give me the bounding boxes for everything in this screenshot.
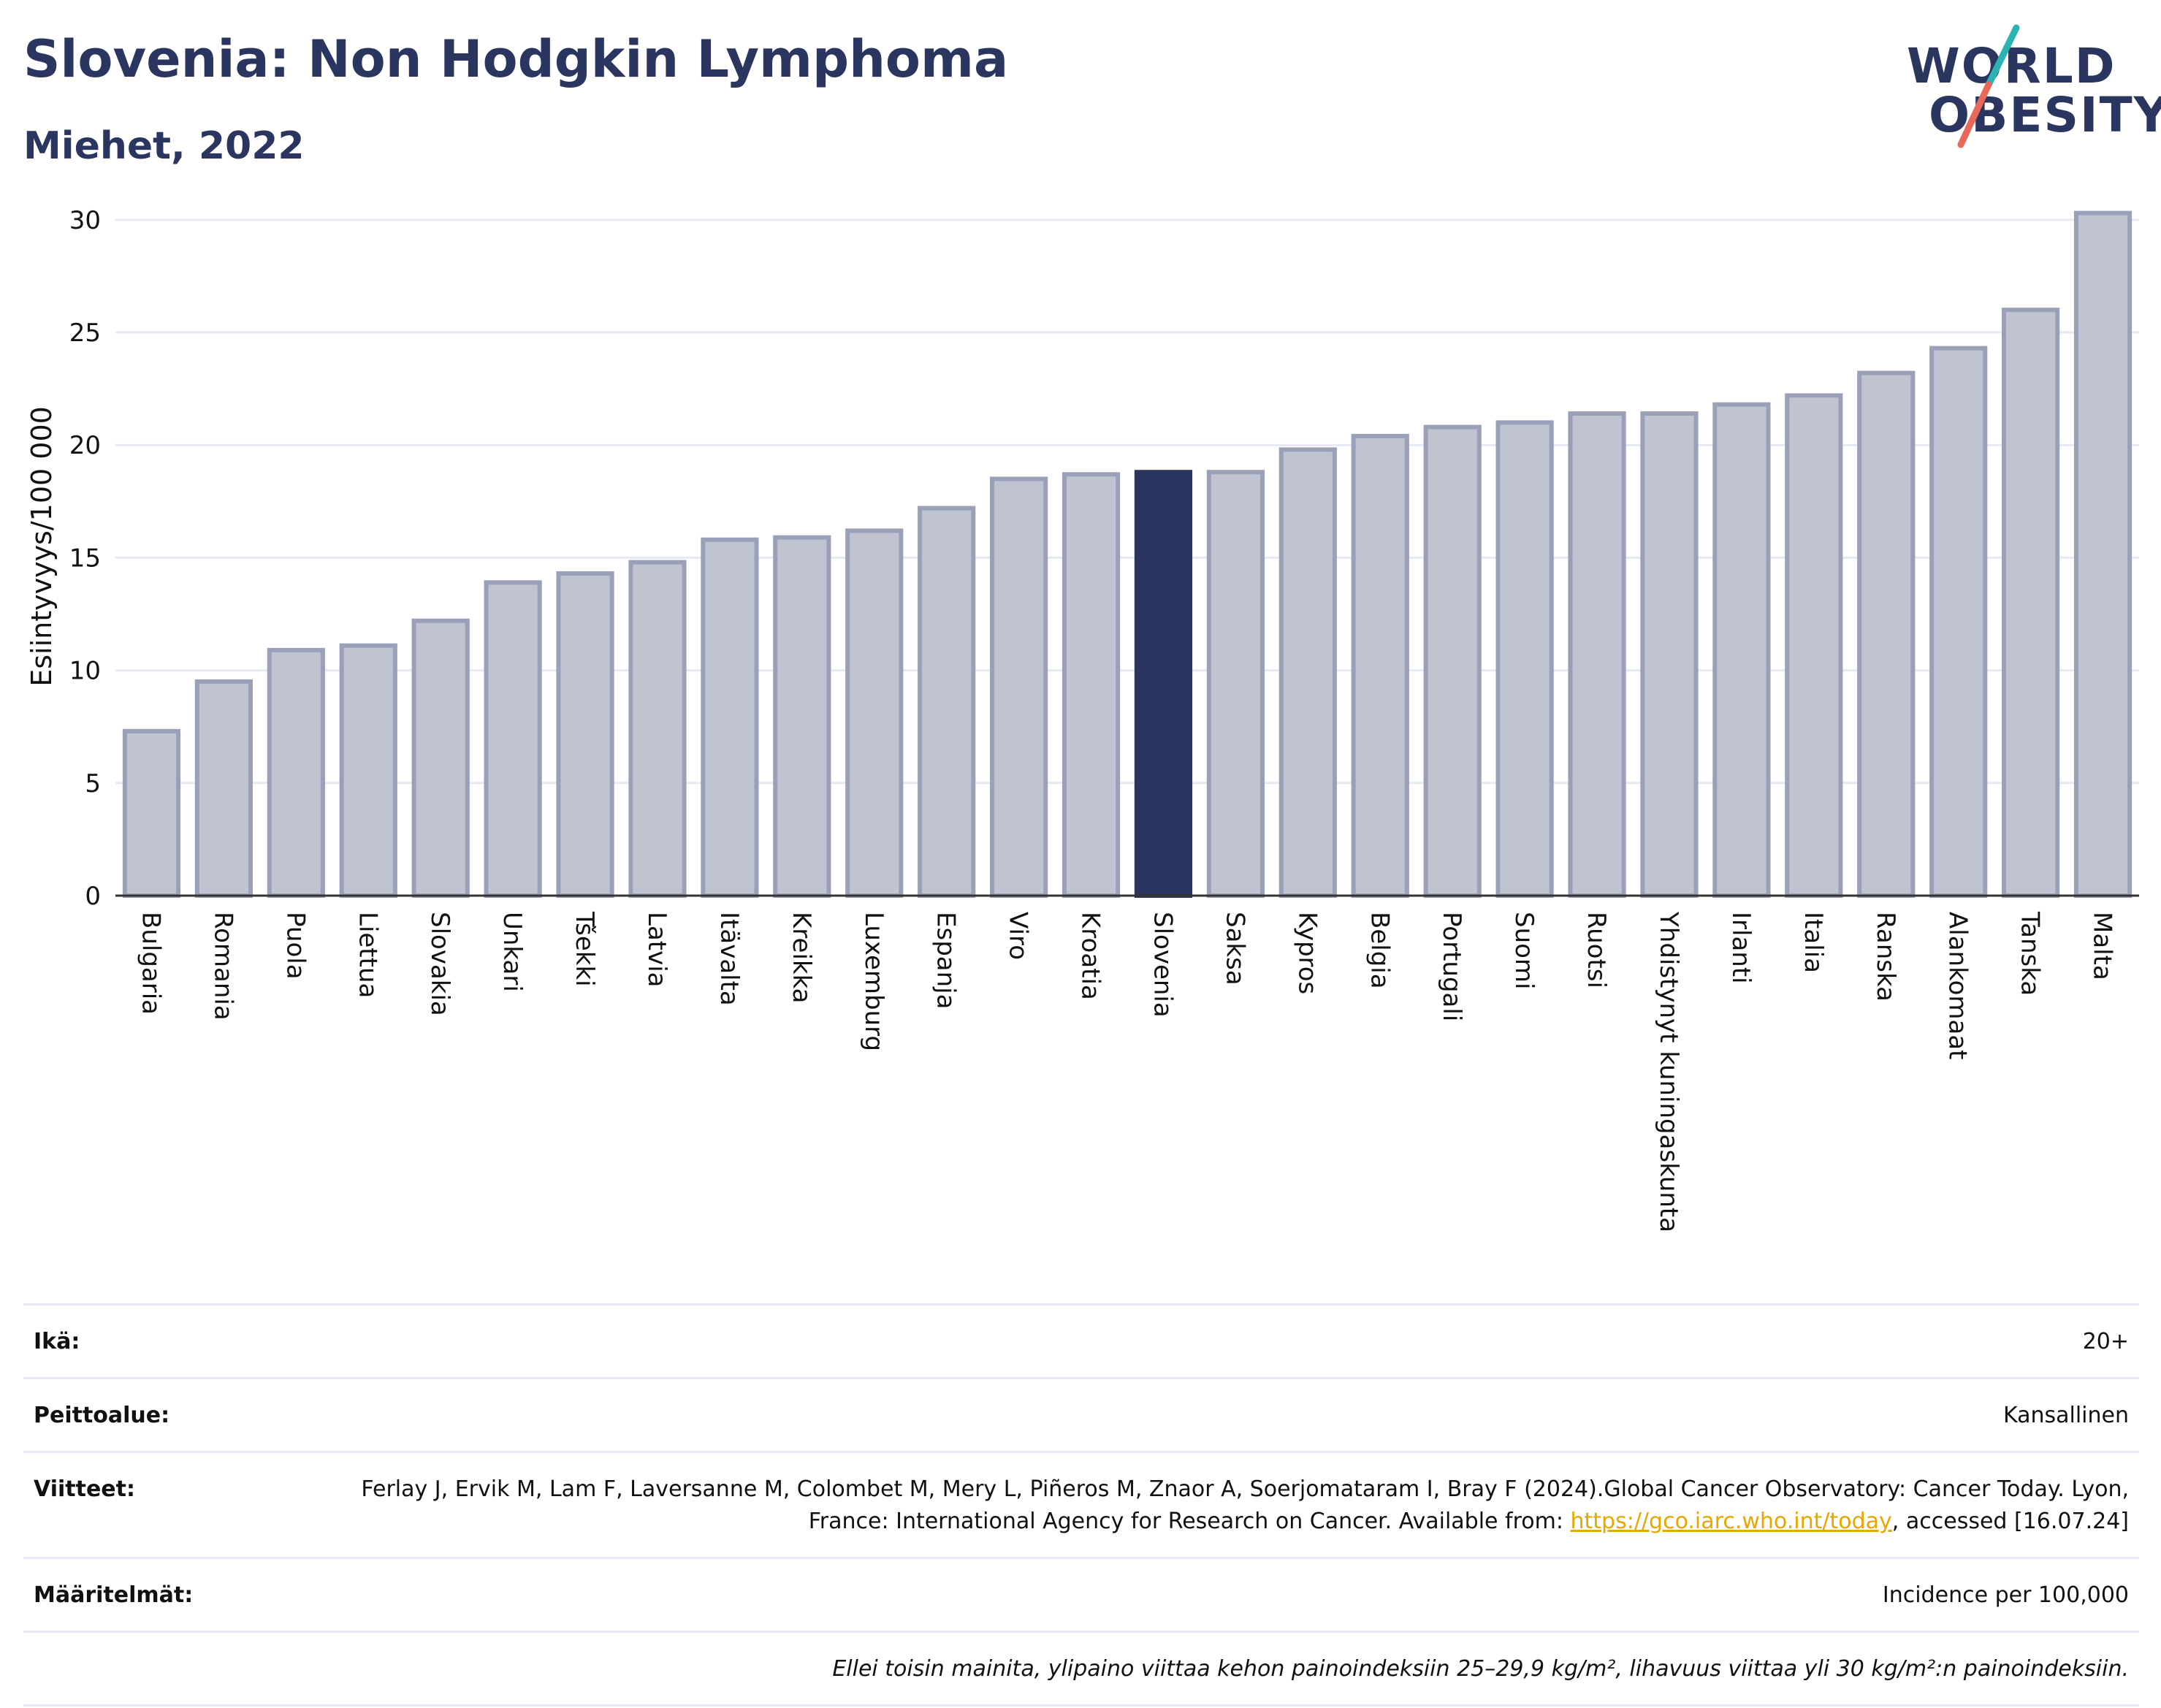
bar-Romania bbox=[194, 679, 253, 899]
x-tick-label: Ranska bbox=[1871, 912, 1900, 1002]
bar-Belgia bbox=[1351, 433, 1409, 898]
bar-Kypros bbox=[1278, 447, 1337, 898]
references-accessed: , accessed [16.07.24] bbox=[1891, 1509, 2129, 1534]
bar-Luxemburg bbox=[845, 528, 904, 898]
footnote: Ellei toisin mainita, ylipaino viittaa k… bbox=[832, 1656, 2129, 1682]
age-value: 20+ bbox=[2082, 1329, 2129, 1354]
x-tick-label: Viro bbox=[1004, 912, 1033, 960]
definitions-value: Incidence per 100,000 bbox=[1882, 1582, 2129, 1608]
info-row-note: Ellei toisin mainita, ylipaino viittaa k… bbox=[23, 1631, 2139, 1707]
x-tick-label: Slovakia bbox=[425, 912, 454, 1016]
bar-Ruotsi bbox=[1568, 411, 1626, 898]
bar-Suomi bbox=[1495, 420, 1554, 898]
bar-Slovenia bbox=[1134, 470, 1193, 899]
info-table: Ikä: 20+ Peittoalue: Kansallinen Viittee… bbox=[23, 1303, 2139, 1707]
bar-Latvia bbox=[628, 560, 687, 898]
x-tick-label: Puola bbox=[281, 912, 310, 980]
y-tick-label: 30 bbox=[69, 206, 101, 235]
coverage-value: Kansallinen bbox=[2002, 1403, 2129, 1428]
x-tick-label: Itävalta bbox=[714, 912, 744, 1006]
bar-Irlanti bbox=[1712, 402, 1771, 898]
info-row-definitions: Määritelmät: Incidence per 100,000 bbox=[23, 1557, 2139, 1631]
x-tick-label: Alankomaat bbox=[1943, 912, 1973, 1060]
logo-line-1: WORLD bbox=[1907, 38, 2116, 94]
bar-Espanja bbox=[918, 506, 976, 898]
bar-Kreikka bbox=[773, 535, 831, 898]
x-tick-label: Romania bbox=[208, 912, 237, 1021]
info-row-age: Ikä: 20+ bbox=[23, 1303, 2139, 1377]
bar-Tanska bbox=[2002, 308, 2060, 898]
info-row-coverage: Peittoalue: Kansallinen bbox=[23, 1377, 2139, 1451]
bar-Yhdistynyt kuningaskunta bbox=[1640, 411, 1699, 898]
x-tick-label: Yhdistynyt kuningaskunta bbox=[1654, 911, 1683, 1232]
bar-chart: 0 5 10 15 20 25 30 Esiintyvyys/100 000 Bulgaria R… bbox=[26, 206, 2139, 1232]
x-tick-label: Unkari bbox=[498, 912, 527, 992]
x-tick-label: Suomi bbox=[1509, 912, 1539, 990]
x-tick-label: Slovenia bbox=[1148, 912, 1177, 1018]
x-tick-label: Italia bbox=[1799, 912, 1828, 973]
x-tick-label: Kypros bbox=[1292, 912, 1322, 994]
bar-Puola bbox=[267, 647, 325, 899]
y-axis-label: Esiintyvyys/100 000 bbox=[26, 406, 58, 687]
world-obesity-logo: WORLD OBESITY bbox=[1907, 22, 2161, 153]
info-row-references: Viitteet: Ferlay J, Ervik M, Lam F, Lave… bbox=[23, 1451, 2139, 1557]
y-tick-label: 25 bbox=[69, 319, 101, 348]
y-tick-label: 20 bbox=[69, 431, 101, 460]
references-text: Ferlay J, Ervik M, Lam F, Laversanne M, … bbox=[361, 1476, 2129, 1534]
x-tick-label: Kroatia bbox=[1076, 912, 1105, 1000]
bar-Itävalta bbox=[701, 537, 759, 898]
x-tick-label: Portugali bbox=[1437, 912, 1466, 1021]
bar-Ranska bbox=[1857, 370, 1916, 898]
bar-Italia bbox=[1785, 393, 1843, 899]
bar-Viro bbox=[990, 476, 1048, 898]
y-tick-label: 15 bbox=[69, 544, 101, 573]
x-tick-label: Saksa bbox=[1220, 912, 1249, 985]
x-tick-label: Ruotsi bbox=[1582, 912, 1611, 988]
x-tick-label: Belgia bbox=[1365, 912, 1394, 989]
x-tick-label: Bulgaria bbox=[136, 912, 165, 1015]
chart-title: Slovenia: Non Hodgkin Lymphoma bbox=[23, 29, 1009, 89]
chart-subtitle: Miehet, 2022 bbox=[23, 124, 305, 168]
x-tick-label: Tanska bbox=[2016, 911, 2045, 996]
bar-Saksa bbox=[1206, 470, 1265, 899]
coverage-label: Peittoalue: bbox=[34, 1403, 170, 1428]
references-link[interactable]: https://gco.iarc.who.int/today bbox=[1570, 1509, 1892, 1534]
bar-Malta bbox=[2073, 210, 2133, 898]
y-tick-label: 10 bbox=[69, 657, 101, 686]
x-tick-label: Luxemburg bbox=[859, 912, 888, 1051]
x-tick-label: Irlanti bbox=[1726, 912, 1756, 984]
bar-Bulgaria bbox=[122, 728, 181, 899]
x-tick-label: Espanja bbox=[931, 912, 961, 1009]
bar-Slovakia bbox=[411, 618, 470, 899]
bar-Alankomaat bbox=[1929, 346, 1988, 898]
x-tick-label: Kreikka bbox=[787, 912, 816, 1004]
x-tick-label: Malta bbox=[2088, 912, 2117, 980]
bar-Liettua bbox=[339, 643, 397, 898]
bar-Unkari bbox=[484, 580, 542, 898]
bar-Kroatia bbox=[1062, 472, 1121, 899]
bar-Tšekki bbox=[556, 571, 614, 899]
bar-Portugali bbox=[1423, 424, 1482, 899]
references-value: Ferlay J, Ervik M, Lam F, Laversanne M, … bbox=[346, 1473, 2129, 1538]
x-tick-label: Latvia bbox=[642, 912, 671, 988]
definitions-label: Määritelmät: bbox=[34, 1582, 194, 1608]
x-tick-label: Liettua bbox=[353, 912, 382, 998]
logo-slash-icon bbox=[1957, 24, 2020, 148]
age-label: Ikä: bbox=[34, 1329, 80, 1354]
y-tick-label: 0 bbox=[85, 882, 101, 911]
references-label: Viitteet: bbox=[34, 1476, 135, 1502]
x-tick-label: Tšekki bbox=[570, 911, 599, 987]
y-tick-label: 5 bbox=[85, 769, 101, 798]
